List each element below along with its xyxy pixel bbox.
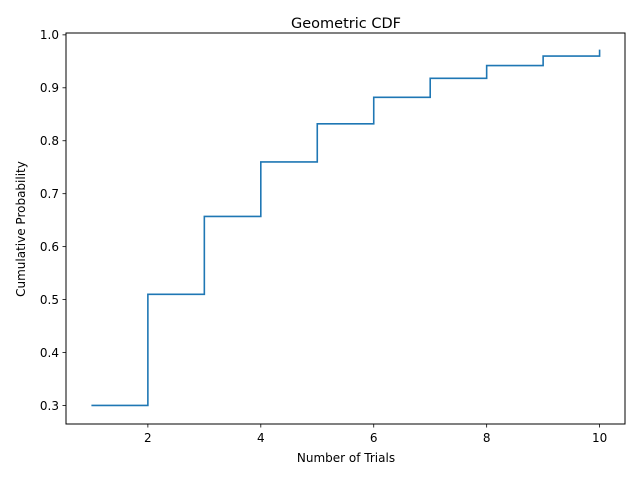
x-axis-title: Number of Trials: [297, 451, 395, 465]
y-tick-label: 0.5: [40, 293, 59, 307]
y-tick-label: 0.6: [40, 240, 59, 254]
series-layer: [91, 49, 601, 407]
plot-area: [66, 33, 625, 424]
y-tick-label: 1.0: [40, 28, 59, 42]
y-axis-ticks: 0.3 0.4 0.5 0.6 0.7 0.8 0.9 1.0: [40, 28, 66, 413]
cdf-step-line: [91, 49, 601, 407]
x-tick-label: 10: [592, 431, 607, 445]
x-axis-ticks: 2 4 6 8 10: [144, 424, 607, 445]
y-tick-label: 0.8: [40, 134, 59, 148]
y-tick-label: 0.7: [40, 187, 59, 201]
y-tick-label: 0.3: [40, 399, 59, 413]
x-tick-label: 8: [483, 431, 491, 445]
x-tick-label: 4: [257, 431, 265, 445]
x-tick-label: 2: [144, 431, 152, 445]
y-tick-label: 0.9: [40, 81, 59, 95]
y-tick-label: 0.4: [40, 346, 59, 360]
y-axis-title: Cumulative Probability: [14, 161, 28, 297]
plot-frame: [65, 32, 626, 425]
x-tick-label: 6: [370, 431, 378, 445]
chart-title: Geometric CDF: [291, 16, 401, 32]
